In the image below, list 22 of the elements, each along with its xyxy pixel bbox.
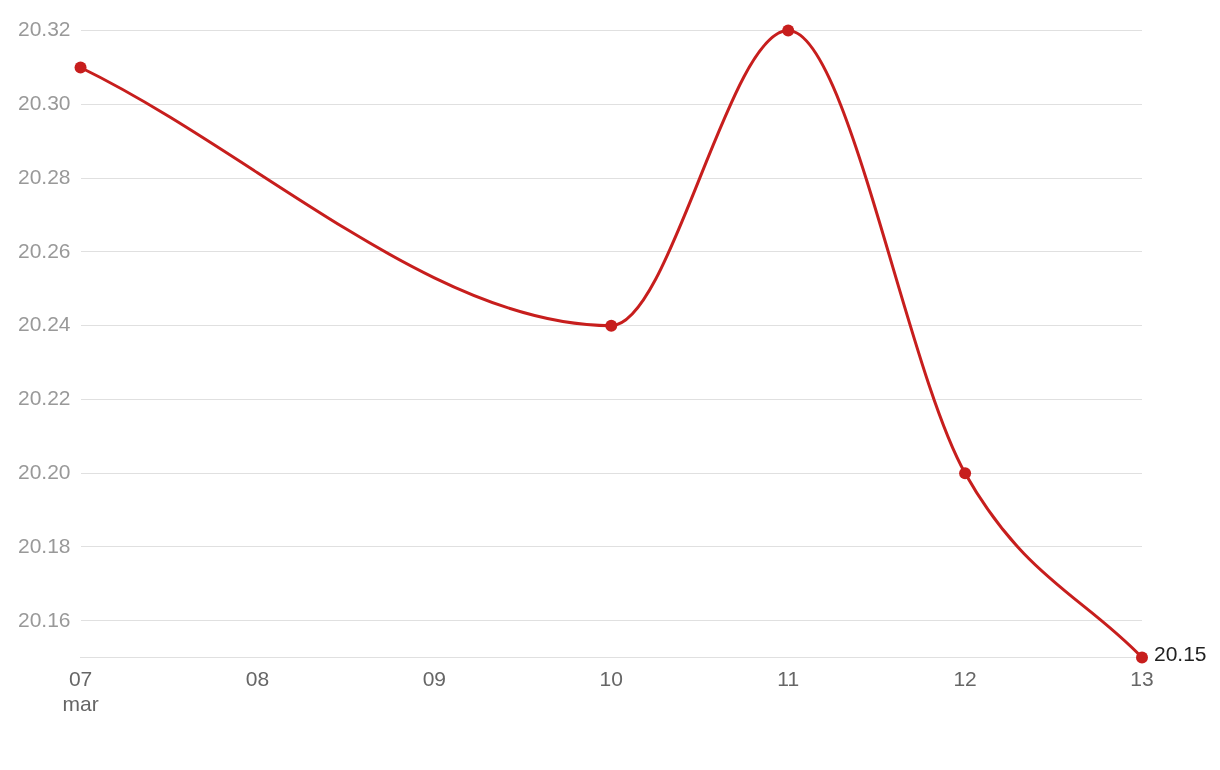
point [959,467,972,480]
point [605,319,618,332]
y-tick-label: 20.20 [17,459,71,483]
y-tick-label: 20.30 [17,91,71,115]
x-tick-label: 07 mar [62,667,99,716]
y-tick-label: 20.28 [17,164,71,188]
point [1136,651,1148,664]
y-tick-label: 20.32 [17,17,71,41]
x-tick-label: 12 [953,667,977,690]
y-tick-label: 20.18 [17,533,71,557]
data-label: 20.15 [1154,642,1207,666]
x-tick-label: 11 [777,667,800,690]
x-tick-label: 10 [599,667,623,690]
x-tick-label: 08 [245,667,270,690]
x-tick-label: 13 [1130,667,1154,690]
y-tick-label: 20.16 [17,607,71,631]
point [782,24,795,37]
y-tick-label: 20.24 [17,312,71,336]
y-tick-label: 20.22 [17,386,71,410]
point [74,61,87,74]
x-tick-label: 09 [422,667,447,690]
y-tick-label: 20.26 [17,238,71,262]
